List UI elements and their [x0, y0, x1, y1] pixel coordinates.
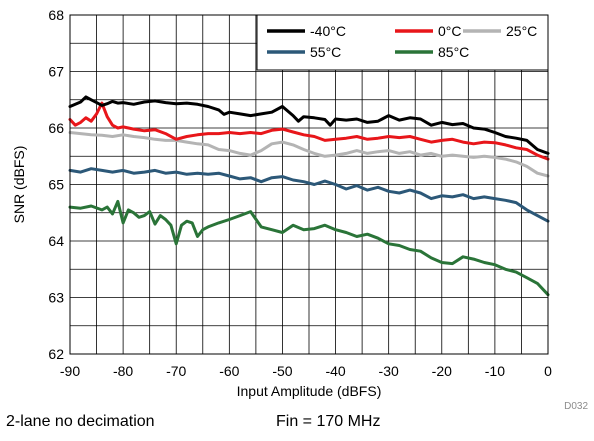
x-tick-label: 0 — [544, 363, 552, 379]
series-line-1 — [68, 101, 550, 161]
legend: -40°C 0°C 25°C 55°C 85°C — [256, 14, 549, 71]
legend-label-2: 25°C — [506, 23, 537, 39]
y-tick-label: 63 — [48, 290, 64, 306]
y-tick-label: 68 — [48, 7, 64, 23]
x-tick-label: -50 — [272, 363, 292, 379]
footer-fin-note: Fin = 170 MHz — [276, 413, 381, 430]
legend-label-3: 55°C — [310, 44, 341, 60]
x-axis-label: Input Amplitude (dBFS) — [237, 383, 382, 399]
series-line-4 — [68, 199, 550, 297]
x-tick-label: -20 — [432, 363, 452, 379]
series-line-2 — [68, 131, 550, 178]
x-tick-label: -90 — [60, 363, 80, 379]
y-tick-label: 66 — [48, 120, 64, 136]
y-tick-label: 62 — [48, 346, 64, 362]
series-line-3 — [68, 167, 550, 223]
y-axis-label: SNR (dBFS) — [11, 146, 27, 224]
legend-box — [256, 14, 549, 71]
y-tick-label: 67 — [48, 64, 64, 80]
x-tick-label: -10 — [485, 363, 505, 379]
y-tick-label: 64 — [48, 233, 64, 249]
legend-label-1: 0°C — [438, 23, 462, 39]
legend-label-0: -40°C — [310, 23, 346, 39]
x-tick-label: -80 — [113, 363, 133, 379]
y-tick-label: 65 — [48, 177, 64, 193]
y-tick-labels: 62 63 64 65 66 67 68 — [48, 7, 64, 362]
footer-mode-note: 2-lane no decimation — [6, 413, 155, 430]
series-lines — [68, 95, 550, 297]
x-tick-labels: -90 -80 -70 -60 -50 -40 -30 -20 -10 0 — [60, 363, 552, 379]
x-tick-label: -30 — [379, 363, 399, 379]
x-tick-label: -40 — [325, 363, 345, 379]
x-tick-label: -70 — [166, 363, 186, 379]
figure-tag: D032 — [564, 401, 588, 412]
legend-label-4: 85°C — [438, 44, 469, 60]
x-tick-label: -60 — [219, 363, 239, 379]
series-line-0 — [68, 95, 550, 155]
